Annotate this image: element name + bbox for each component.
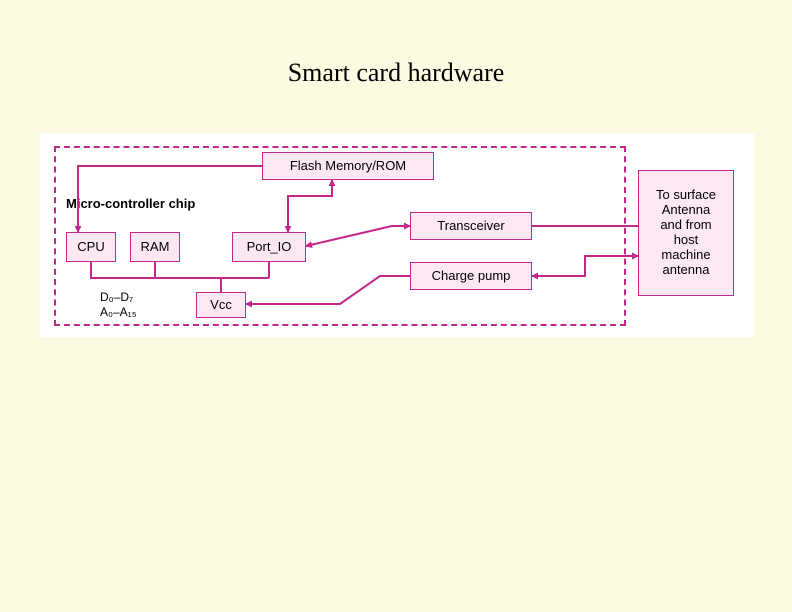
node-flash: Flash Memory/ROM bbox=[262, 152, 434, 180]
diagram-area: Micro-controller chip Flash Memory/ROM T… bbox=[40, 133, 754, 337]
label-a0a15: A₀–A₁₅ bbox=[100, 305, 137, 319]
node-ram: RAM bbox=[130, 232, 180, 262]
node-cpu: CPU bbox=[66, 232, 116, 262]
node-charge: Charge pump bbox=[410, 262, 532, 290]
node-portio: Port_IO bbox=[232, 232, 306, 262]
page-title: Smart card hardware bbox=[0, 58, 792, 88]
node-vcc: Vcc bbox=[196, 292, 246, 318]
slide: Smart card hardware Micro-controller chi… bbox=[0, 0, 792, 612]
node-antenna: To surface Antenna and from host machine… bbox=[638, 170, 734, 296]
chip-label: Micro-controller chip bbox=[66, 196, 195, 211]
label-d0d7: D₀–D₇ bbox=[100, 290, 133, 304]
node-transceiver: Transceiver bbox=[410, 212, 532, 240]
